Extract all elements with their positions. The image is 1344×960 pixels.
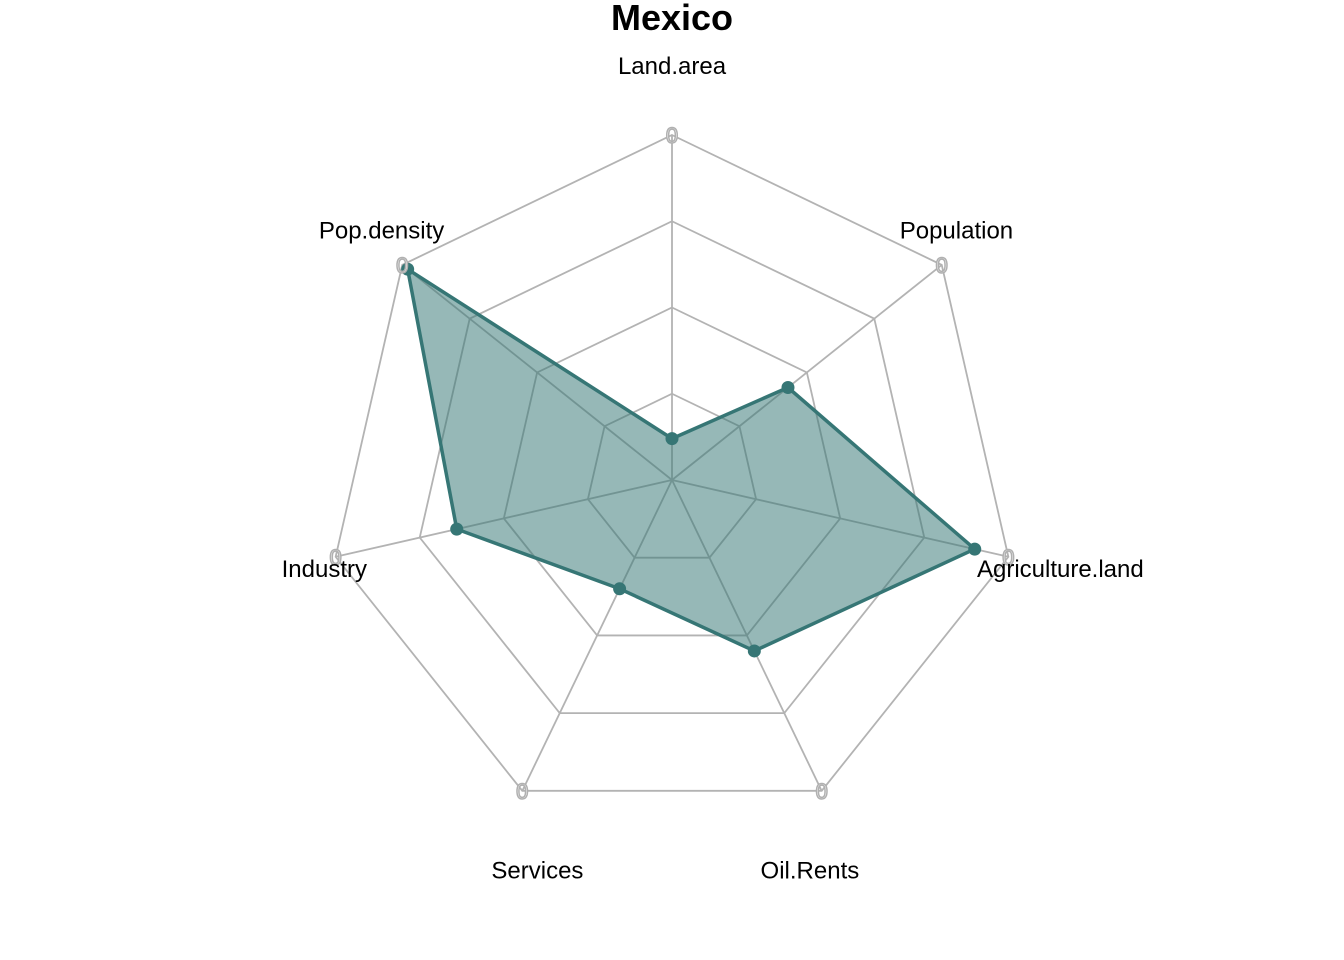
- tick-label-4: 0: [516, 779, 528, 804]
- tick-label-2: 0: [1002, 545, 1014, 570]
- tick-label-0: 0: [666, 123, 678, 148]
- axis-label-pop-density: Pop.density: [319, 218, 444, 245]
- axis-label-population: Population: [900, 218, 1013, 245]
- axis-labels: 0 0 0 0 0 0 0 Land.area Population Agriculture.la…: [282, 53, 1144, 884]
- chart-title: Mexico: [611, 0, 733, 38]
- data-point-0: [665, 432, 679, 446]
- axis-label-industry: Industry: [282, 556, 367, 583]
- axis-label-oil-rents: Oil.Rents: [761, 857, 860, 884]
- series-area-0: [405, 267, 977, 653]
- data-point-1: [781, 381, 795, 395]
- data-layer: [401, 262, 982, 658]
- data-point-4: [613, 582, 627, 596]
- tick-label-5: 0: [330, 545, 342, 570]
- data-point-5: [450, 522, 464, 536]
- axis-label-agriculture-land: Agriculture.land: [977, 556, 1144, 583]
- tick-label-3: 0: [816, 779, 828, 804]
- data-point-3: [747, 644, 761, 658]
- tick-label-6: 0: [396, 253, 408, 278]
- axis-label-services: Services: [491, 857, 583, 884]
- data-point-6: [401, 262, 415, 276]
- grid-ring-4: [334, 134, 1010, 792]
- data-point-2: [968, 542, 982, 556]
- axis-label-land-area: Land.area: [618, 53, 727, 80]
- tick-label-1: 0: [936, 253, 948, 278]
